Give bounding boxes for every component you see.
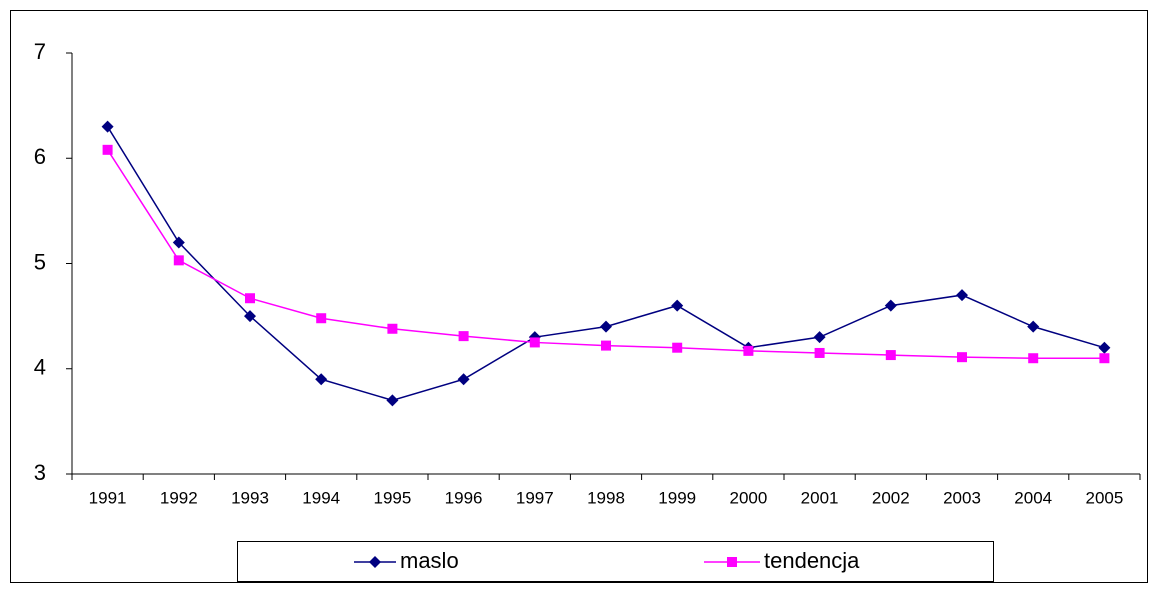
data-point bbox=[672, 342, 683, 353]
y-tick-label: 4 bbox=[34, 355, 46, 380]
data-point bbox=[813, 331, 826, 344]
y-tick-label: 5 bbox=[34, 249, 46, 274]
y-tick-label: 6 bbox=[34, 144, 46, 169]
data-point bbox=[457, 373, 470, 386]
data-point bbox=[1027, 320, 1040, 333]
data-point bbox=[885, 350, 896, 361]
legend-label: maslo bbox=[400, 548, 459, 573]
data-point bbox=[244, 310, 256, 323]
x-tick-label: 2001 bbox=[801, 488, 839, 507]
legend-marker bbox=[369, 556, 381, 568]
data-point bbox=[387, 323, 398, 334]
x-tick-label: 1991 bbox=[89, 488, 127, 507]
x-tick-label: 1999 bbox=[658, 488, 696, 507]
x-tick-label: 1998 bbox=[587, 488, 625, 507]
x-tick-label: 1996 bbox=[445, 488, 483, 507]
x-tick-label: 1994 bbox=[302, 488, 340, 507]
legend-marker bbox=[727, 557, 737, 567]
data-point bbox=[814, 347, 825, 358]
y-tick-label: 3 bbox=[34, 460, 46, 485]
data-point bbox=[316, 313, 327, 324]
data-point bbox=[102, 144, 113, 155]
data-point bbox=[386, 394, 399, 407]
data-point bbox=[173, 255, 184, 266]
data-point bbox=[601, 340, 611, 351]
x-tick-label: 2004 bbox=[1014, 488, 1052, 507]
data-point bbox=[956, 289, 968, 302]
data-point bbox=[743, 345, 754, 356]
data-point bbox=[1098, 341, 1111, 354]
data-point bbox=[458, 331, 469, 342]
x-tick-label: 2000 bbox=[729, 488, 767, 507]
x-tick-label: 1993 bbox=[231, 488, 269, 507]
data-point bbox=[172, 236, 185, 249]
x-tick-label: 1992 bbox=[160, 488, 198, 507]
data-point bbox=[315, 373, 328, 386]
legend-label: tendencja bbox=[764, 548, 860, 573]
legend-box bbox=[237, 541, 994, 582]
x-tick-label: 2002 bbox=[872, 488, 910, 507]
x-tick-label: 1997 bbox=[516, 488, 554, 507]
x-tick-label: 1995 bbox=[373, 488, 411, 507]
y-tick-label: 7 bbox=[34, 39, 46, 64]
data-point bbox=[957, 352, 967, 363]
x-tick-label: 2003 bbox=[943, 488, 981, 507]
data-point bbox=[600, 320, 612, 333]
data-point bbox=[884, 299, 897, 312]
data-point bbox=[1028, 353, 1039, 364]
data-point bbox=[101, 120, 114, 133]
data-point bbox=[245, 293, 255, 304]
data-point bbox=[529, 337, 540, 348]
x-tick-label: 2005 bbox=[1085, 488, 1123, 507]
data-point bbox=[671, 299, 684, 312]
data-point bbox=[1099, 353, 1110, 364]
